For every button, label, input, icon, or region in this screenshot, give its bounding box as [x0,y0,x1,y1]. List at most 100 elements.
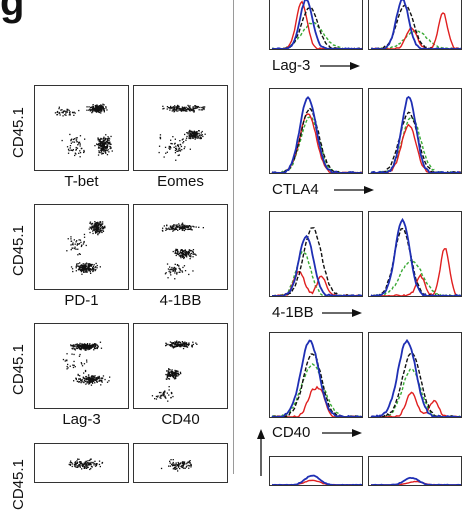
dot-mark [78,267,80,269]
dot-mark [170,374,173,377]
dot-mark [93,462,95,465]
dot-mark [79,143,81,145]
dot-mark [156,396,159,398]
dot-mark [104,227,106,229]
dot-mark [87,265,89,268]
dot-mark [184,227,186,230]
dot-mark [92,268,94,270]
dot-mark [194,106,196,108]
dot-mark [95,105,98,107]
dot-mark [191,135,193,138]
dot-mark [198,226,200,228]
dot-mark [89,271,91,273]
dot-mark [80,347,82,350]
dot-mark [100,229,102,232]
dot-mark [200,109,202,111]
dot-mark [85,349,87,351]
dot-mark [170,371,173,373]
dot-mark [190,252,193,255]
dot-mark [67,363,69,366]
dotplot-y-label: CD45.1 [10,459,27,510]
dot-mark [105,147,107,150]
dot-mark [197,106,199,109]
dot-mark [169,225,172,227]
dot-mark [90,345,92,348]
dot-mark [165,152,167,154]
dot-mark [196,107,198,109]
dot-mark [75,378,77,381]
dot-mark [98,379,101,381]
dot-mark [73,353,75,356]
dot-mark [200,132,202,134]
dot-mark [77,374,79,376]
dot-mark [95,262,97,265]
dot-mark [100,137,102,140]
dot-mark [94,343,96,345]
dot-mark [100,384,102,386]
dot-mark [110,147,112,149]
dot-mark [176,340,178,342]
dot-mark [89,468,91,471]
dotplot-x-label-41bb: 4-1BB [159,292,202,309]
dot-mark [194,107,197,109]
dot-mark [198,109,200,111]
dotplot-y-label: CD45.1 [10,344,27,395]
dot-mark [192,106,195,108]
dot-mark [174,268,176,270]
dot-mark [167,374,170,376]
histogram-curve-red [371,391,461,417]
dot-mark [175,375,178,377]
dot-mark [68,114,70,116]
dot-mark [178,255,181,257]
dot-mark [172,375,174,377]
dot-mark [180,343,183,345]
dot-mark [170,107,172,109]
dot-mark [105,106,107,108]
dot-mark [81,464,84,466]
dot-mark [181,251,183,253]
dot-mark [66,111,68,113]
dot-mark [94,377,96,379]
dot-mark [69,461,71,464]
dot-mark [92,230,94,232]
dot-mark [96,229,98,232]
dot-mark [166,228,168,230]
dot-mark [174,270,177,272]
dot-mark [71,243,74,245]
dot-mark [180,145,183,148]
dot-mark [72,366,75,369]
dot-mark [74,112,76,114]
dot-mark [179,254,182,256]
dot-mark [86,377,88,379]
dot-mark [69,111,71,113]
dot-mark [182,227,185,229]
dot-mark [91,226,93,228]
dot-mark [71,462,73,464]
dot-mark [180,465,182,468]
dot-mark [201,130,203,133]
dot-mark [183,227,185,229]
dot-mark [187,133,189,135]
dot-mark [75,149,77,151]
dot-mark [85,244,87,247]
dot-mark [165,397,167,399]
dot-mark [90,381,92,383]
dot-mark [84,380,86,382]
dot-mark [103,143,105,145]
dot-mark [175,344,177,346]
dot-mark [90,109,92,111]
dot-mark [194,138,196,140]
dot-mark [92,270,94,273]
dotplot-row4-right [133,443,228,483]
dot-mark [82,343,84,345]
dot-mark [106,140,108,142]
dot-mark [86,381,88,383]
dot-mark [186,225,188,227]
dotplot-canvas [68,458,104,471]
dot-mark [177,105,179,107]
dot-mark [102,142,104,144]
dot-mark [197,136,199,138]
dot-mark [185,252,187,254]
dot-mark [185,226,187,228]
dot-mark [192,110,194,112]
